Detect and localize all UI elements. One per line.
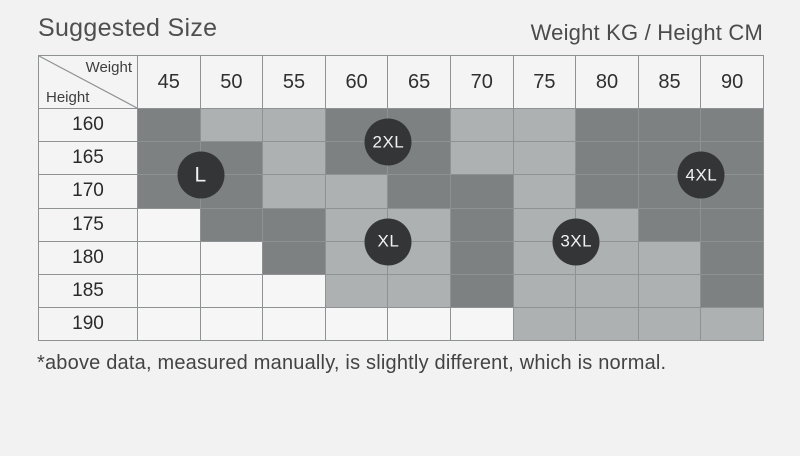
size-cell-h185-w45: [138, 274, 201, 309]
height-header-170: 170: [39, 175, 138, 209]
size-cell-h180-w45: [138, 241, 201, 275]
size-cell-h175-w45: [138, 208, 201, 242]
size-cell-h170-w55: [263, 175, 326, 209]
size-cell-h190-w50: [200, 308, 264, 342]
size-cell-h190-w75: [513, 308, 577, 342]
size-cell-h190-w55: [263, 308, 326, 342]
size-cell-h160-w90: [701, 109, 764, 143]
weight-header-50: 50: [200, 56, 264, 109]
size-cell-h180-w85: [638, 241, 702, 275]
weight-header-65: 65: [388, 56, 451, 109]
size-cell-h170-w60: [325, 175, 389, 209]
size-cell-h180-w50: [200, 241, 264, 275]
size-cell-h175-w70: [450, 208, 514, 242]
weight-header-55: 55: [263, 56, 326, 109]
size-cell-h190-w90: [701, 308, 764, 342]
size-cell-h175-w55: [263, 208, 326, 242]
size-cell-h180-w55: [263, 241, 326, 275]
size-cell-h165-w75: [513, 142, 577, 176]
size-cell-h185-w75: [513, 274, 577, 309]
size-marker-4xl: 4XL: [677, 151, 725, 199]
size-cell-h160-w85: [638, 109, 702, 143]
size-cell-h165-w80: [576, 142, 639, 176]
size-cell-h190-w65: [388, 308, 451, 342]
size-cell-h160-w75: [513, 109, 577, 143]
corner-cell: Weight Height: [39, 56, 138, 109]
weight-header-85: 85: [638, 56, 702, 109]
size-cell-h170-w80: [576, 175, 639, 209]
corner-height-label: Height: [46, 89, 90, 106]
size-cell-h170-w70: [450, 175, 514, 209]
weight-header-70: 70: [450, 56, 514, 109]
height-header-175: 175: [39, 208, 138, 242]
weight-header-80: 80: [576, 56, 639, 109]
size-cell-h190-w60: [325, 308, 389, 342]
size-cell-h160-w55: [263, 109, 326, 143]
size-cell-h160-w50: [200, 109, 264, 143]
size-cell-h190-w45: [138, 308, 201, 342]
weight-header-75: 75: [513, 56, 577, 109]
size-cell-h185-w60: [325, 274, 389, 309]
size-cell-h185-w90: [701, 274, 764, 309]
size-cell-h160-w70: [450, 109, 514, 143]
size-chart-table: Weight Height 45 50 55 60 65 70 75 80 85 90 160 165 17…: [38, 55, 764, 342]
weight-header-45: 45: [138, 56, 201, 109]
size-cell-h185-w80: [576, 274, 639, 309]
size-cell-h170-w75: [513, 175, 577, 209]
size-cell-h185-w70: [450, 274, 514, 309]
size-marker-2xl: 2XL: [364, 118, 412, 166]
size-cell-h160-w80: [576, 109, 639, 143]
unit-note: Weight KG / Height CM: [530, 20, 763, 45]
size-cell-h190-w80: [576, 308, 639, 342]
size-cell-h190-w85: [638, 308, 702, 342]
height-header-185: 185: [39, 274, 138, 309]
weight-header-90: 90: [701, 56, 764, 109]
size-cell-h165-w70: [450, 142, 514, 176]
size-cell-h160-w45: [138, 109, 201, 143]
size-cell-h185-w85: [638, 274, 702, 309]
height-header-165: 165: [39, 142, 138, 176]
size-cell-h180-w70: [450, 241, 514, 275]
size-cell-h165-w55: [263, 142, 326, 176]
size-cell-h180-w90: [701, 241, 764, 275]
size-cell-h185-w50: [200, 274, 264, 309]
size-cell-h175-w90: [701, 208, 764, 242]
size-cell-h190-w70: [450, 308, 514, 342]
corner-weight-label: Weight: [85, 59, 132, 76]
height-header-190: 190: [39, 308, 138, 342]
height-header-180: 180: [39, 241, 138, 275]
height-header-160: 160: [39, 109, 138, 143]
weight-header-60: 60: [325, 56, 389, 109]
diagonal-line: [39, 56, 137, 108]
size-cell-h170-w65: [388, 175, 451, 209]
footnote: *above data, measured manually, is sligh…: [37, 352, 667, 374]
size-cell-h185-w65: [388, 274, 451, 309]
size-marker-l: L: [177, 151, 225, 199]
page-title: Suggested Size: [38, 14, 218, 42]
size-cell-h175-w50: [200, 208, 264, 242]
size-marker-3xl: 3XL: [552, 218, 600, 266]
size-cell-h185-w55: [263, 274, 326, 309]
size-cell-h175-w85: [638, 208, 702, 242]
size-marker-xl: XL: [364, 218, 412, 266]
